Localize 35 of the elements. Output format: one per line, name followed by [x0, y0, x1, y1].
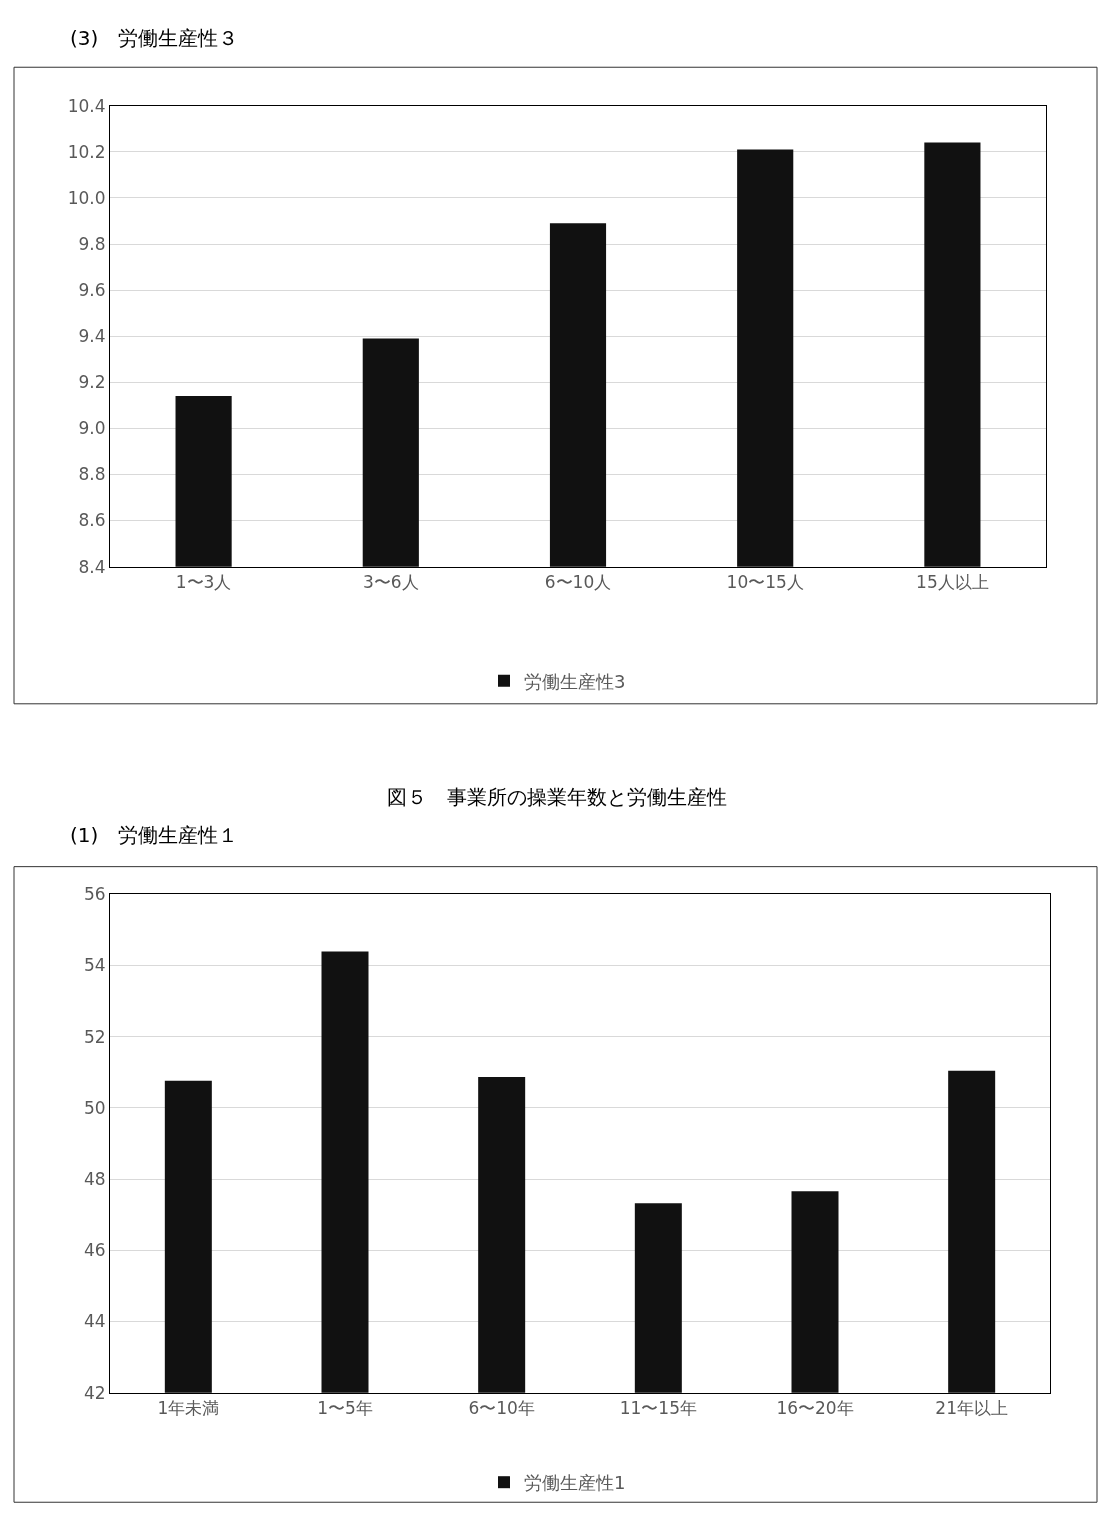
chart-subtitle: (1) 労働生産性１: [70, 823, 239, 847]
y-tick-label: 9.4: [78, 326, 106, 347]
x-tick-label: 11〜15年: [619, 1398, 697, 1419]
legend-label: 労働生産性1: [524, 1472, 626, 1494]
x-tick-label: 16〜20年: [776, 1398, 854, 1419]
y-tick-label: 9.8: [78, 233, 106, 254]
y-tick-label: 46: [83, 1240, 106, 1261]
x-tick-label: 1〜5年: [317, 1398, 373, 1419]
x-tick-label: 6〜10年: [468, 1398, 535, 1419]
y-tick-label: 10.4: [67, 95, 106, 116]
y-tick-label: 52: [83, 1026, 106, 1047]
chart-title: (3) 労働生産性３: [70, 26, 239, 50]
y-tick-label: 54: [83, 955, 106, 976]
x-tick-label: 1年未満: [157, 1398, 220, 1419]
y-tick-label: 56: [83, 884, 106, 905]
y-tick-label: 8.8: [78, 464, 106, 485]
y-tick-label: 10.2: [67, 141, 106, 162]
chart-title: 図５ 事業所の操業年数と労働生産性: [387, 785, 727, 809]
x-tick-label: 15人以上: [916, 572, 989, 593]
y-tick-label: 10.0: [67, 187, 106, 208]
y-tick-label: 44: [83, 1311, 106, 1332]
y-tick-label: 48: [83, 1169, 106, 1190]
y-tick-label: 9.0: [78, 418, 106, 439]
x-tick-label: 10〜15人: [726, 572, 804, 593]
y-tick-label: 9.6: [78, 280, 106, 301]
y-tick-label: 8.4: [78, 556, 106, 577]
y-tick-label: 50: [83, 1097, 106, 1118]
y-tick-label: 9.2: [78, 372, 106, 393]
x-tick-label: 21年以上: [935, 1398, 1008, 1419]
legend-label: 労働生産性3: [524, 670, 626, 692]
y-tick-label: 8.6: [78, 510, 106, 531]
x-tick-label: 6〜10人: [544, 572, 612, 593]
x-tick-label: 1〜3人: [175, 572, 232, 593]
x-tick-label: 3〜6人: [362, 572, 419, 593]
y-tick-label: 42: [83, 1382, 106, 1403]
